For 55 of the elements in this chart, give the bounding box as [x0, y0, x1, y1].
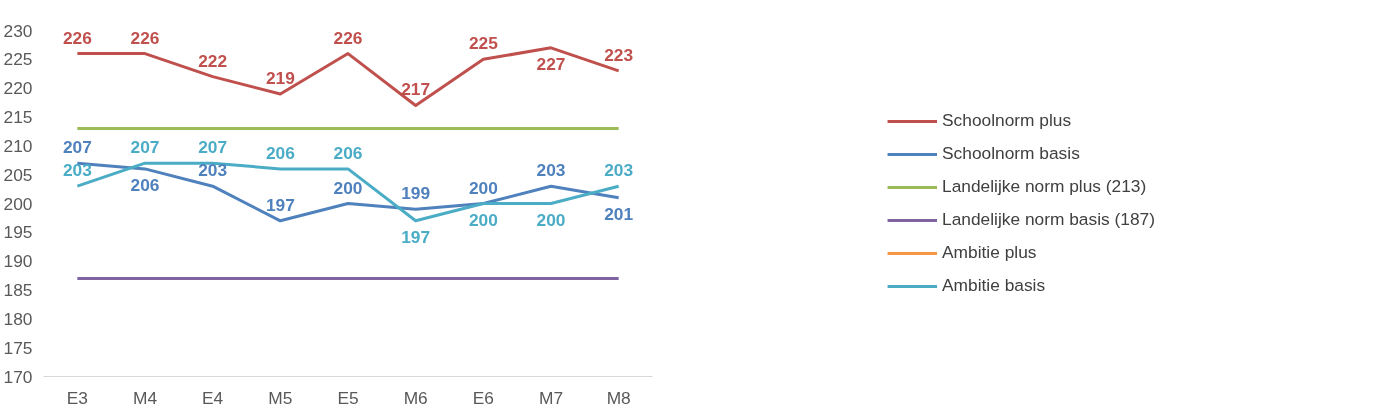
y-tick-label: 195	[3, 222, 33, 243]
data-label: 226	[333, 27, 363, 48]
data-label: 197	[401, 226, 431, 247]
y-tick-label: 185	[3, 280, 33, 300]
data-label: 222	[198, 50, 228, 71]
data-label: 207	[198, 137, 228, 158]
data-label: 203	[536, 160, 566, 181]
x-tick-label: M6	[403, 387, 428, 408]
data-label: 200	[333, 177, 363, 198]
data-label: 206	[333, 142, 363, 163]
x-tick-label: E4	[202, 387, 224, 408]
x-tick-label: E6	[472, 387, 494, 408]
y-tick-label: 220	[3, 78, 33, 99]
data-label: 226	[62, 27, 93, 48]
data-label: 223	[604, 44, 634, 65]
data-label: 207	[62, 137, 92, 158]
y-tick-label: 215	[3, 107, 33, 127]
y-tick-label: 205	[3, 164, 33, 185]
data-label: 219	[265, 67, 295, 88]
x-tick-label: M7	[538, 387, 564, 408]
data-label: 203	[604, 160, 634, 181]
y-tick-label: 170	[3, 366, 33, 387]
legend-label: Landelijke norm plus (213)	[942, 176, 1147, 197]
data-label: 217	[401, 79, 431, 100]
data-label: 203	[198, 160, 228, 181]
x-tick-label: M5	[268, 387, 293, 408]
x-tick-label: M8	[606, 387, 631, 408]
legend-label: Ambitie basis	[942, 275, 1046, 296]
data-label: 206	[130, 174, 160, 195]
x-tick-label: E5	[337, 387, 359, 408]
data-label: 199	[401, 183, 431, 204]
x-tick-label: M4	[132, 387, 158, 408]
data-label: 203	[62, 160, 93, 181]
legend-label: Ambitie plus	[942, 242, 1037, 263]
data-label: 225	[468, 33, 499, 54]
y-tick-label: 225	[3, 49, 33, 70]
y-tick-label: 180	[3, 308, 33, 329]
data-label: 200	[536, 209, 566, 230]
y-tick-label: 175	[3, 337, 33, 358]
data-label: 206	[265, 142, 296, 163]
data-label: 227	[536, 53, 566, 74]
data-label: 197	[265, 194, 295, 215]
y-tick-label: 190	[3, 251, 33, 272]
legend-label: Landelijke norm basis (187)	[942, 209, 1155, 230]
y-tick-label: 210	[3, 135, 33, 156]
legend-label: Schoolnorm basis	[942, 143, 1080, 164]
data-label: 200	[468, 209, 498, 230]
data-label: 226	[130, 27, 160, 48]
y-tick-label: 230	[3, 20, 33, 41]
data-label: 200	[468, 177, 498, 198]
data-label: 207	[130, 137, 160, 158]
y-tick-label: 200	[3, 193, 33, 214]
x-tick-label: E3	[66, 387, 88, 408]
data-label: 201	[604, 203, 634, 224]
legend-label: Schoolnorm plus	[942, 110, 1072, 131]
